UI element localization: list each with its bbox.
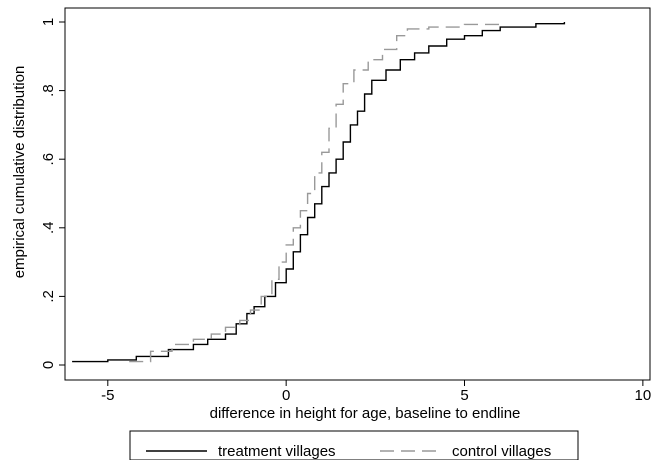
y-axis-title: empirical cumulative distribution	[11, 66, 28, 279]
x-tick-label: 0	[282, 387, 290, 404]
x-tick-label: -5	[101, 387, 114, 404]
series-line-treatment	[72, 22, 566, 363]
y-tick-label: 0	[40, 361, 57, 369]
series-line-control	[129, 22, 501, 363]
plot-area	[72, 22, 566, 363]
legend-label-treatment: treatment villages	[218, 443, 336, 460]
y-tick-label: .8	[40, 84, 57, 97]
legend-label-control: control villages	[452, 443, 551, 460]
plot-frame	[64, 7, 651, 381]
legend: treatment villages control villages	[129, 430, 579, 460]
y-tick-label: 1	[40, 18, 57, 26]
legend-box	[129, 430, 579, 460]
y-tick-label: .2	[40, 290, 57, 303]
y-tick-label: .6	[40, 153, 57, 166]
axes: -5 0 5 10 0 .2 .4 .6 .8 1	[40, 7, 651, 404]
y-tick-label: .4	[40, 222, 57, 235]
x-tick-label: 5	[460, 387, 468, 404]
x-axis-title: difference in height for age, baseline t…	[210, 405, 521, 422]
x-tick-label: 10	[635, 387, 651, 404]
